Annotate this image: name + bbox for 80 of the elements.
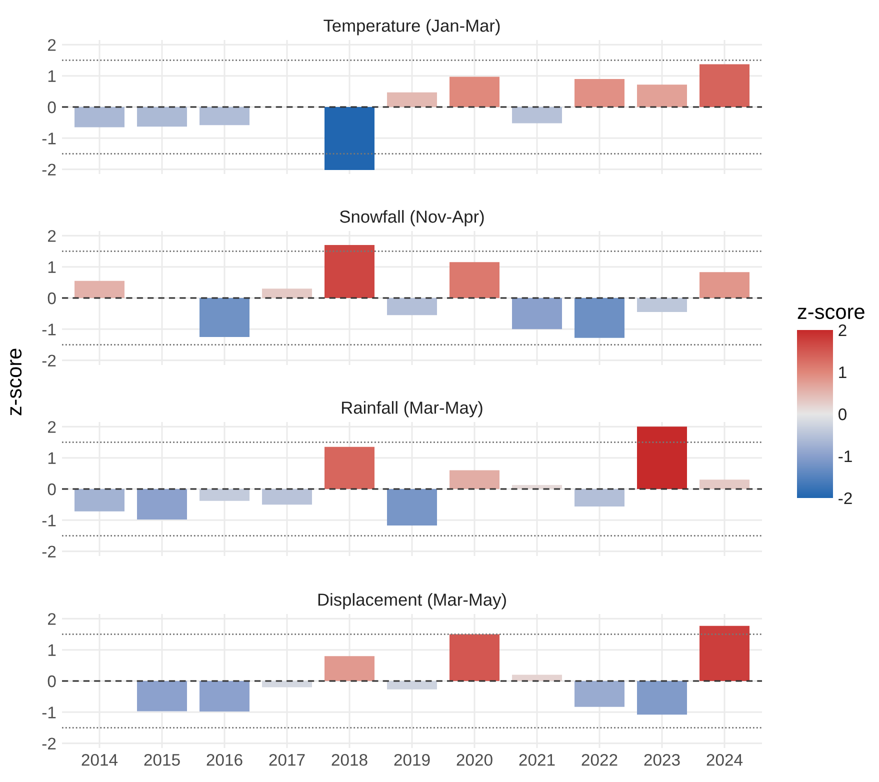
- bar: [450, 470, 500, 489]
- y-tick-label: -1: [42, 706, 56, 718]
- y-tick-label: 2: [48, 613, 56, 625]
- x-tick-label: 2014: [82, 754, 118, 766]
- bar: [450, 634, 500, 681]
- bar: [637, 426, 687, 489]
- bar: [512, 107, 562, 124]
- color-bar-label: 0: [838, 408, 846, 420]
- bar: [324, 107, 374, 170]
- bar: [450, 262, 500, 298]
- y-tick-label: -2: [42, 546, 56, 558]
- bar: [324, 656, 374, 681]
- bar: [700, 480, 750, 489]
- y-tick-label: 0: [48, 101, 56, 114]
- bar: [387, 489, 437, 526]
- bar: [574, 78, 624, 107]
- bar: [574, 681, 624, 707]
- bar: [200, 489, 250, 501]
- y-tick-label: -1: [42, 514, 56, 526]
- bar: [387, 92, 437, 107]
- y-tick-label: -1: [42, 132, 56, 144]
- bar: [637, 84, 687, 107]
- chart-title: Temperature (Jan-Mar): [324, 19, 500, 36]
- chart-title: Displacement (Mar-May): [318, 593, 506, 610]
- bar: [262, 288, 312, 298]
- y-tick-label: 2: [48, 421, 56, 433]
- bar: [74, 489, 124, 512]
- bar: [700, 64, 750, 107]
- bar: [574, 489, 624, 506]
- bar: [512, 298, 562, 330]
- bar: [137, 489, 187, 520]
- chart-title: Snowfall (Nov-Apr): [340, 210, 484, 226]
- color-bar-title: z-score: [798, 308, 864, 320]
- bar: [324, 245, 374, 298]
- y-tick-label: 0: [48, 483, 56, 496]
- bar: [574, 298, 624, 338]
- bar: [200, 681, 250, 712]
- x-tick-label: 2019: [394, 754, 430, 766]
- bar: [200, 298, 250, 337]
- bar: [700, 626, 750, 681]
- bar: [137, 681, 187, 712]
- y-tick-label: -2: [42, 354, 56, 366]
- x-tick-label: 2017: [269, 754, 305, 766]
- color-bar-label: 2: [838, 324, 846, 336]
- y-tick-label: 1: [48, 452, 56, 464]
- y-tick-label: 0: [48, 292, 56, 304]
- bar: [74, 280, 124, 298]
- x-tick-label: 2016: [206, 754, 242, 766]
- y-axis-title: z-score: [10, 348, 22, 416]
- x-tick-label: 2024: [706, 754, 743, 766]
- x-tick-label: 2018: [332, 754, 368, 766]
- color-bar-label: 1: [839, 366, 846, 378]
- bar: [450, 76, 500, 107]
- color-bar-label: -2: [838, 492, 852, 504]
- bar: [637, 681, 687, 715]
- y-tick-label: 2: [48, 230, 56, 242]
- bar: [137, 107, 187, 127]
- y-tick-label: -1: [42, 324, 56, 336]
- x-tick-label: 2020: [456, 754, 492, 766]
- x-tick-label: 2023: [644, 754, 680, 766]
- y-tick-label: 1: [48, 70, 56, 82]
- x-tick-label: 2021: [519, 754, 555, 766]
- y-tick-label: -2: [42, 164, 56, 176]
- bar: [387, 681, 437, 690]
- bar: [74, 107, 124, 128]
- y-tick-label: 1: [48, 644, 56, 656]
- y-tick-label: -2: [42, 738, 56, 750]
- bar: [200, 107, 250, 126]
- bar: [387, 298, 437, 316]
- x-tick-label: 2022: [582, 754, 618, 766]
- y-tick-label: 2: [48, 39, 56, 51]
- bar: [262, 489, 312, 505]
- bar: [700, 272, 750, 298]
- bar: [637, 298, 687, 312]
- y-tick-label: 1: [48, 261, 56, 273]
- bar: [324, 446, 374, 489]
- color-bar-label: -1: [838, 450, 852, 462]
- x-tick-label: 2015: [144, 754, 180, 766]
- y-tick-label: 0: [48, 675, 56, 688]
- chart-title: Rainfall (Mar-May): [342, 401, 482, 418]
